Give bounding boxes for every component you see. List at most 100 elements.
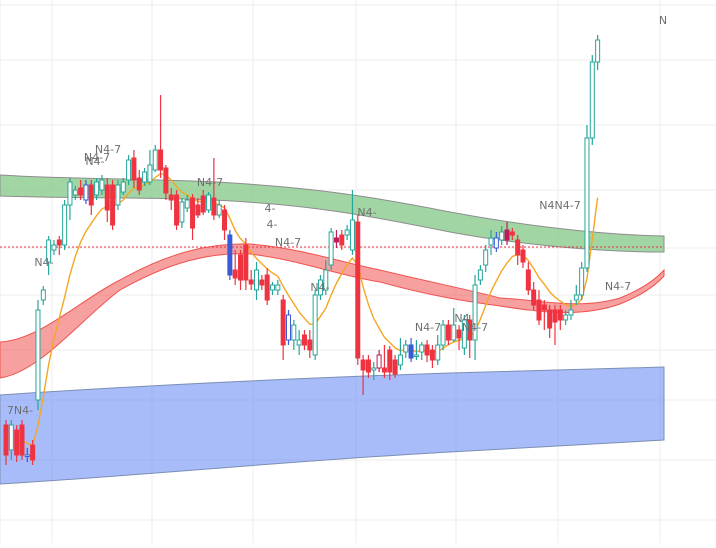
candle (392, 355, 398, 378)
candle-body (547, 309, 553, 329)
candle-body (56, 239, 62, 246)
candle-body (573, 294, 579, 301)
candle-body (168, 194, 174, 201)
candle (259, 275, 265, 290)
candle (30, 440, 36, 465)
candle (419, 342, 425, 360)
candle-body (174, 194, 180, 226)
candle (46, 236, 52, 275)
candle (557, 305, 563, 330)
candle-body (504, 229, 510, 241)
candle (147, 150, 153, 185)
candle (275, 280, 281, 295)
candle (493, 232, 499, 252)
candle (477, 265, 483, 285)
candle-body (413, 354, 419, 357)
candle (371, 362, 377, 380)
candle (365, 355, 371, 378)
candle-body (179, 201, 185, 223)
candle-body (200, 195, 206, 213)
candle-body (360, 359, 366, 371)
candle (440, 320, 446, 350)
candle-body (584, 137, 590, 269)
candle-body (216, 204, 222, 216)
candle-body (296, 339, 302, 346)
candle-body (163, 167, 169, 194)
candle (126, 155, 132, 185)
candle-body (110, 184, 116, 226)
candle-body (184, 199, 190, 209)
candle (264, 268, 270, 305)
candle (88, 180, 94, 215)
candle (536, 290, 542, 325)
candle (72, 186, 78, 200)
candle-body (88, 184, 94, 206)
candle (429, 345, 435, 368)
candle-body (515, 239, 521, 256)
candle-body (14, 429, 20, 456)
signal-label: 4- (267, 218, 278, 231)
candle (461, 315, 467, 355)
candle (344, 225, 350, 240)
candle-body (525, 269, 531, 291)
candle-body (381, 367, 387, 373)
candle-body (349, 219, 355, 251)
candle-body (136, 177, 142, 191)
candle (349, 190, 355, 255)
moving-average (5, 172, 599, 447)
candle-body (456, 329, 462, 339)
candle-body (371, 367, 377, 371)
candle (195, 198, 201, 218)
candle-body (312, 294, 318, 356)
candle (333, 230, 339, 248)
candle (216, 200, 222, 218)
candle (387, 346, 393, 380)
candle (579, 262, 585, 300)
candle-body (435, 344, 441, 361)
candle (83, 180, 89, 204)
signal-label: N4N4-7 (539, 199, 580, 212)
candle (232, 250, 238, 285)
candle (488, 230, 494, 255)
candle (520, 245, 526, 268)
signal-label: N4 (454, 312, 469, 325)
candle (376, 350, 382, 372)
candle (451, 308, 457, 342)
candle (190, 194, 196, 240)
candle (552, 305, 558, 345)
candle-body (99, 179, 105, 191)
candle-body (403, 344, 409, 353)
candle (14, 425, 20, 462)
candle-body (131, 157, 137, 181)
candle (56, 236, 62, 255)
candle (168, 188, 174, 210)
candle (355, 215, 361, 365)
candle-body (270, 284, 275, 291)
candle-body (339, 234, 345, 246)
candle-body (243, 244, 249, 281)
candle-body (248, 279, 254, 285)
candle (163, 165, 169, 200)
candle (19, 420, 25, 460)
annotations: N4-7N4-7N4-7N4-N4-N4-7N4-N4-7 N4-7N4N4N4-… (7, 14, 667, 417)
candle-body (264, 274, 270, 301)
candle (568, 300, 574, 320)
candle-body (595, 39, 601, 63)
candle (243, 238, 249, 290)
candle (323, 260, 329, 295)
candle-body (78, 187, 84, 196)
candle-body (472, 284, 478, 341)
candle-body (51, 244, 57, 251)
signal-label: N4-7 (275, 236, 301, 249)
candle-body (520, 249, 526, 263)
candle (525, 262, 531, 295)
candle (280, 295, 286, 360)
candles (3, 35, 601, 465)
candle (573, 285, 579, 305)
candle-body (291, 324, 297, 341)
candle (589, 55, 595, 145)
candle (515, 235, 521, 265)
candle (94, 178, 100, 200)
